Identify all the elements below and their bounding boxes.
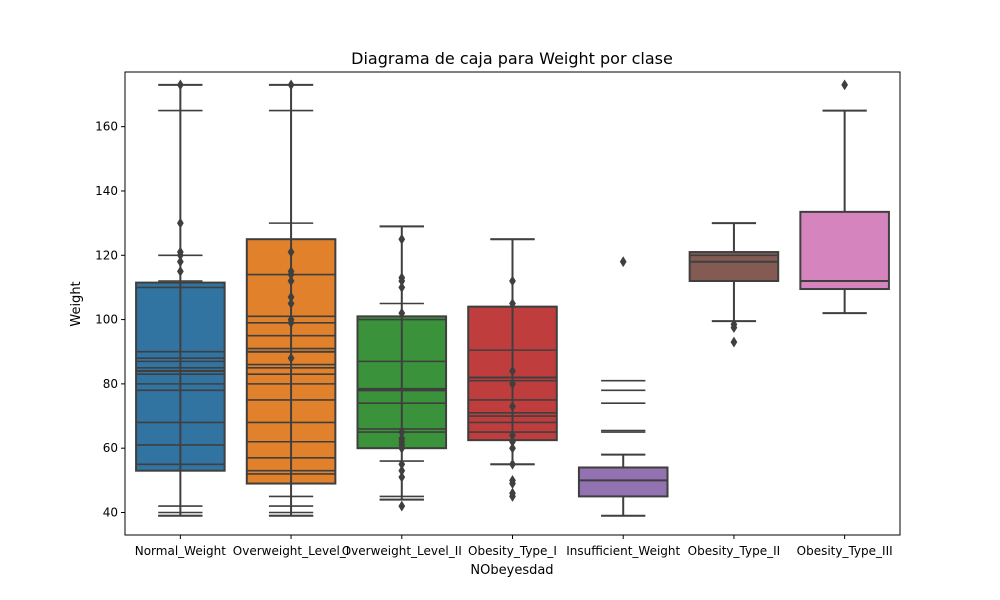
outlier-point	[398, 282, 406, 293]
box-body	[799, 210, 890, 291]
outlier-point	[509, 436, 516, 448]
outlier-point	[841, 79, 849, 91]
outlier-point	[287, 269, 295, 280]
outlier-point	[398, 426, 406, 438]
outlier-point	[287, 298, 295, 309]
outlier-point	[287, 291, 295, 303]
outlier-point	[730, 336, 738, 348]
y-tick-label: 80	[103, 377, 118, 391]
plot-area	[135, 79, 890, 517]
box-body	[688, 251, 780, 282]
outlier-point	[509, 429, 516, 441]
outlier-point	[730, 322, 738, 334]
outlier-point	[287, 317, 295, 329]
x-tick-label: Insufficient_Weight	[566, 544, 680, 558]
y-tick-label: 140	[95, 184, 118, 198]
outlier-point	[176, 249, 184, 261]
outlier-point	[398, 275, 406, 287]
y-tick-label: 40	[103, 505, 118, 519]
outlier-point	[398, 458, 406, 470]
x-tick-label: Obesity_Type_III	[797, 544, 893, 558]
y-tick-label: 60	[103, 441, 118, 455]
outlier-point	[287, 352, 295, 364]
outlier-point	[398, 442, 406, 454]
y-tick-label: 160	[95, 120, 118, 134]
outlier-point	[398, 465, 406, 477]
outlier-point	[509, 478, 516, 489]
outlier-point	[398, 471, 406, 483]
box-normal-weight	[135, 79, 226, 517]
box-overweight-level-i	[245, 79, 337, 517]
outlier-point	[509, 400, 516, 412]
chart-title: Diagrama de caja para Weight por clase	[351, 49, 673, 68]
y-axis-label: Weight	[69, 281, 84, 326]
y-tick-label: 120	[95, 248, 118, 262]
y-axis: 40 60 80 100 120 140 160	[95, 120, 125, 519]
outlier-point	[176, 79, 184, 91]
x-tick-label: Overweight_Level_II	[342, 544, 462, 558]
outlier-point	[287, 246, 295, 258]
outlier-point	[509, 275, 516, 287]
outlier-point	[176, 217, 184, 229]
x-tick-label: Overweight_Level_I	[233, 544, 350, 558]
outlier-point	[509, 442, 516, 454]
box-obesity-type-ii	[688, 222, 780, 348]
outlier-point	[176, 265, 184, 277]
y-tick-label: 100	[95, 313, 118, 327]
box-obesity-type-iii	[799, 79, 890, 315]
outlier-point	[509, 458, 516, 470]
outlier-point	[398, 233, 406, 245]
outlier-point	[509, 298, 516, 309]
outlier-point	[176, 256, 184, 268]
outlier-point	[398, 500, 406, 512]
outlier-point	[509, 378, 516, 390]
box-overweight-level-ii	[356, 225, 448, 512]
x-axis-label: NObeyesdad	[470, 563, 553, 578]
x-tick-label: Normal_Weight	[135, 544, 227, 558]
outlier-point	[619, 256, 627, 268]
outlier-point	[509, 365, 516, 377]
outlier-point	[398, 307, 406, 319]
outlier-point	[287, 275, 295, 287]
box-body	[577, 466, 669, 498]
outlier-point	[287, 79, 295, 91]
box-insufficient-weight	[577, 256, 669, 517]
outlier-point	[509, 491, 516, 502]
x-tick-label: Obesity_Type_I	[468, 544, 557, 558]
box-obesity-type-i	[467, 238, 558, 502]
x-tick-label: Obesity_Type_II	[688, 544, 780, 558]
x-axis: Normal_Weight Overweight_Level_IOverweigh…	[135, 535, 893, 558]
